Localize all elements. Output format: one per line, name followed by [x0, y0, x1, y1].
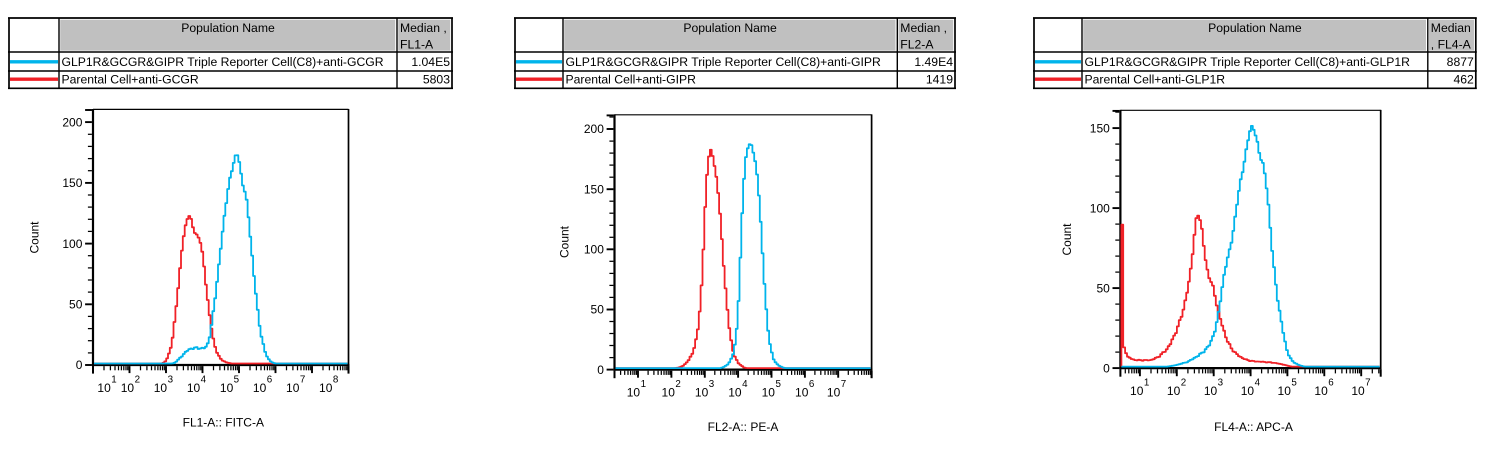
svg-text:150: 150: [584, 182, 604, 196]
svg-text:100: 100: [584, 243, 604, 257]
svg-text:FL1-A: FL1-A: [400, 38, 434, 52]
svg-text:10: 10: [1278, 384, 1292, 398]
svg-text:10: 10: [795, 386, 809, 400]
svg-text:4: 4: [201, 375, 207, 386]
svg-text:10: 10: [827, 386, 841, 400]
svg-text:6: 6: [267, 375, 273, 386]
svg-text:10: 10: [1167, 384, 1181, 398]
svg-text:5803: 5803: [423, 72, 450, 86]
svg-text:7: 7: [1365, 378, 1370, 389]
svg-text:Median ,: Median ,: [400, 21, 447, 35]
svg-text:Population Name: Population Name: [683, 21, 777, 35]
svg-text:10: 10: [695, 386, 709, 400]
svg-text:Count: Count: [558, 225, 572, 258]
svg-text:10: 10: [1130, 384, 1144, 398]
svg-text:3: 3: [709, 379, 715, 390]
svg-text:100: 100: [1090, 201, 1110, 215]
svg-text:10: 10: [220, 381, 234, 395]
svg-text:50: 50: [69, 298, 83, 312]
svg-text:6: 6: [1328, 378, 1334, 389]
svg-text:3: 3: [168, 375, 174, 386]
svg-text:4: 4: [742, 379, 748, 390]
svg-text:Parental Cell+anti-GLP1R: Parental Cell+anti-GLP1R: [1085, 72, 1226, 86]
svg-text:8877: 8877: [1447, 55, 1474, 69]
svg-text:2: 2: [675, 379, 680, 390]
svg-text:10: 10: [728, 386, 742, 400]
svg-text:50: 50: [591, 303, 605, 317]
svg-text:Parental Cell+anti-GCGR: Parental Cell+anti-GCGR: [62, 72, 199, 86]
svg-text:10: 10: [1314, 384, 1328, 398]
svg-text:4: 4: [1255, 378, 1261, 389]
svg-text:1: 1: [1144, 378, 1149, 389]
svg-text:10: 10: [187, 381, 201, 395]
svg-text:1: 1: [641, 379, 646, 390]
svg-text:FL2-A:: PE-A: FL2-A:: PE-A: [708, 420, 779, 434]
svg-text:1: 1: [111, 375, 116, 386]
svg-text:6: 6: [809, 379, 815, 390]
svg-text:Median ,: Median ,: [900, 21, 947, 35]
svg-text:10: 10: [319, 381, 333, 395]
svg-text:, FL4-A: , FL4-A: [1431, 38, 1472, 52]
svg-text:10: 10: [627, 386, 641, 400]
svg-text:200: 200: [584, 122, 604, 136]
svg-text:100: 100: [62, 237, 82, 251]
svg-text:10: 10: [154, 381, 168, 395]
svg-text:5: 5: [1291, 378, 1297, 389]
svg-text:10: 10: [762, 386, 776, 400]
svg-text:50: 50: [1096, 281, 1110, 295]
svg-text:10: 10: [97, 381, 111, 395]
svg-text:GLP1R&GCGR&GIPR Triple Reporte: GLP1R&GCGR&GIPR Triple Reporter Cell(C8)…: [62, 55, 384, 69]
svg-text:GLP1R&GCGR&GIPR Triple Reporte: GLP1R&GCGR&GIPR Triple Reporter Cell(C8)…: [566, 55, 881, 69]
svg-text:10: 10: [1241, 384, 1255, 398]
svg-text:0: 0: [76, 358, 83, 372]
svg-text:7: 7: [300, 375, 305, 386]
svg-text:1.04E5: 1.04E5: [411, 55, 450, 69]
svg-text:2: 2: [135, 375, 140, 386]
svg-text:5: 5: [234, 375, 240, 386]
svg-text:10: 10: [121, 381, 135, 395]
svg-text:150: 150: [1090, 121, 1110, 135]
svg-text:10: 10: [1204, 384, 1218, 398]
svg-text:10: 10: [662, 386, 676, 400]
svg-text:8: 8: [333, 375, 339, 386]
svg-text:1419: 1419: [926, 72, 953, 86]
svg-text:200: 200: [62, 115, 82, 129]
svg-text:FL4-A:: APC-A: FL4-A:: APC-A: [1214, 420, 1293, 434]
svg-text:7: 7: [841, 379, 846, 390]
svg-text:Median: Median: [1431, 21, 1471, 35]
svg-text:462: 462: [1453, 72, 1474, 86]
svg-text:1.49E4: 1.49E4: [914, 55, 953, 69]
svg-text:GLP1R&GCGR&GIPR Triple Reporte: GLP1R&GCGR&GIPR Triple Reporter Cell(C8)…: [1085, 55, 1411, 69]
svg-text:150: 150: [62, 176, 82, 190]
svg-text:FL2-A: FL2-A: [900, 38, 934, 52]
svg-text:10: 10: [286, 381, 300, 395]
svg-text:FL1-A:: FITC-A: FL1-A:: FITC-A: [183, 415, 264, 429]
svg-text:10: 10: [253, 381, 267, 395]
svg-text:2: 2: [1181, 378, 1186, 389]
svg-text:Parental Cell+anti-GIPR: Parental Cell+anti-GIPR: [566, 72, 697, 86]
svg-text:Count: Count: [28, 221, 42, 254]
svg-text:10: 10: [1351, 384, 1365, 398]
svg-text:Population Name: Population Name: [181, 21, 275, 35]
svg-text:3: 3: [1218, 378, 1224, 389]
svg-text:0: 0: [597, 363, 604, 377]
svg-text:Count: Count: [1060, 223, 1074, 256]
svg-text:0: 0: [1103, 361, 1110, 375]
svg-text:Population Name: Population Name: [1208, 21, 1302, 35]
svg-text:5: 5: [775, 379, 781, 390]
